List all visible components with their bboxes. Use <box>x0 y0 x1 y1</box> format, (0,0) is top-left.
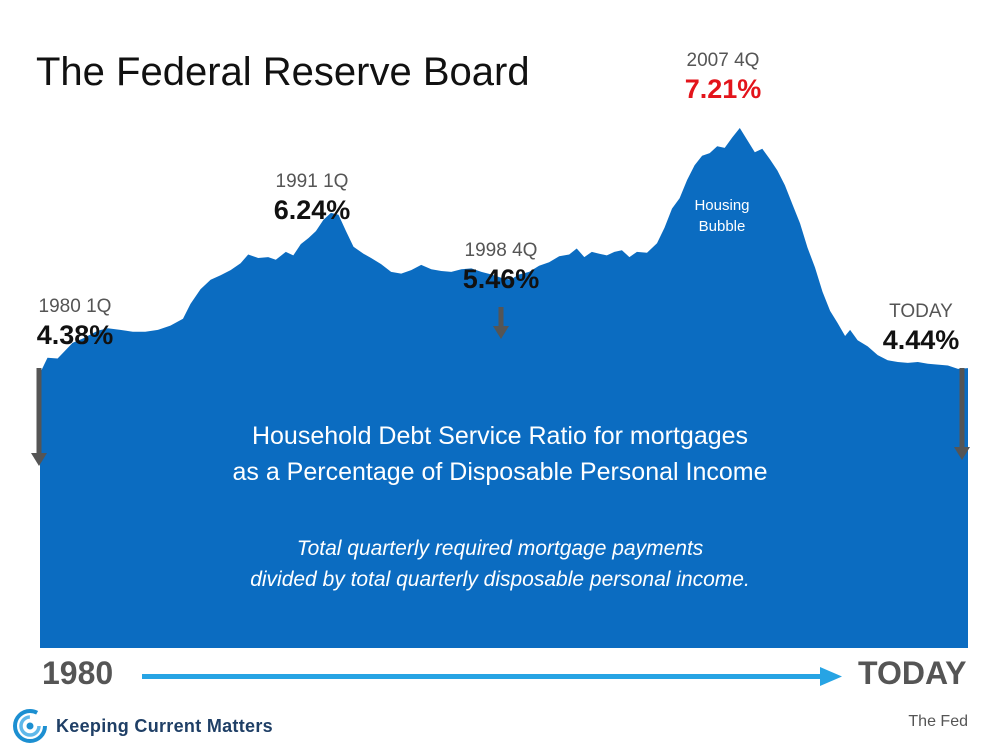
annotation-start-period: 1980 1Q <box>38 296 112 317</box>
trough-pointer-arrow-head <box>493 326 509 339</box>
brand-logo: Keeping Current Matters <box>12 708 273 744</box>
brand-name: Keeping Current Matters <box>56 715 273 736</box>
description-line2: as a Percentage of Disposable Personal I… <box>232 458 768 486</box>
annotation-peak-2007-period: 2007 4Q <box>686 50 760 71</box>
description-line1: Household Debt Service Ratio for mortgag… <box>251 422 749 450</box>
housing-bubble-label-line1: Housing <box>694 197 750 214</box>
annotation-today: TODAY 4.44% <box>866 301 976 356</box>
annotation-peak-2007: 2007 4Q 7.21% <box>663 50 783 105</box>
timeline-arrow-shaft <box>142 674 822 679</box>
source-label: The Fed <box>908 713 968 730</box>
annotation-peak-1991-value: 6.24% <box>273 195 351 225</box>
annotation-trough-1998-value: 5.46% <box>462 264 540 294</box>
annotation-peak-2007-value: 7.21% <box>684 74 762 104</box>
annotation-peak-1991-period: 1991 1Q <box>275 171 349 192</box>
chart-subdescription: Total quarterly required mortgage paymen… <box>120 533 880 595</box>
chart-description: Household Debt Service Ratio for mortgag… <box>120 418 880 490</box>
annotation-start-value: 4.38% <box>36 320 114 350</box>
subdescription-line1: Total quarterly required mortgage paymen… <box>296 537 704 560</box>
debt-ratio-area <box>40 128 968 648</box>
x-axis-start-label: 1980 <box>42 655 114 691</box>
housing-bubble-label-line2: Bubble <box>698 218 746 235</box>
kcm-swirl-logo-icon <box>13 709 47 743</box>
trough-pointer-arrow-shaft <box>498 307 504 327</box>
housing-bubble-label: Housing Bubble <box>672 195 772 237</box>
annotation-start: 1980 1Q 4.38% <box>20 296 130 351</box>
annotation-peak-1991: 1991 1Q 6.24% <box>252 171 372 226</box>
annotation-trough-1998: 1998 4Q 5.46% <box>441 240 561 295</box>
start-pointer-arrow-head <box>31 453 47 466</box>
start-pointer-arrow-shaft <box>36 368 42 454</box>
timeline-arrow-head <box>820 667 842 686</box>
subdescription-line2: divided by total quarterly disposable pe… <box>250 568 750 591</box>
annotation-today-period: TODAY <box>889 301 953 322</box>
today-pointer-arrow-head <box>954 447 970 460</box>
chart-title: The Federal Reserve Board <box>36 50 530 94</box>
x-axis-end-label: TODAY <box>858 655 967 691</box>
annotation-trough-1998-period: 1998 4Q <box>464 240 538 261</box>
today-pointer-arrow-shaft <box>959 368 965 448</box>
annotation-today-value: 4.44% <box>882 325 960 355</box>
